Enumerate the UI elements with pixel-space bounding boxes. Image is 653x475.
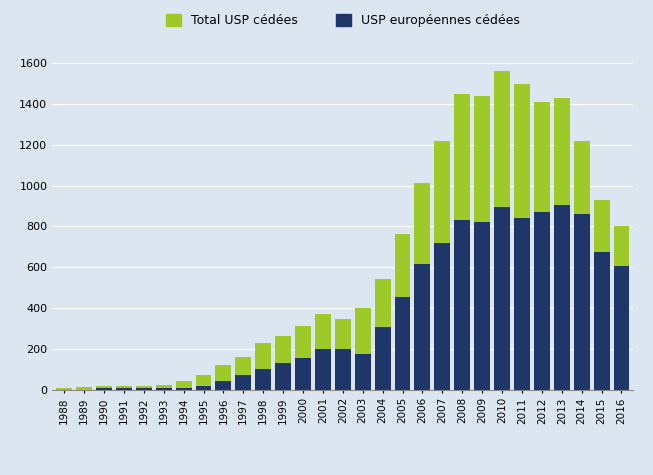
Bar: [255, 342, 271, 389]
Bar: [155, 385, 172, 390]
Bar: [375, 279, 390, 390]
Bar: [295, 326, 311, 390]
Bar: [355, 308, 371, 390]
Bar: [454, 94, 470, 390]
Bar: [235, 357, 251, 390]
Bar: [454, 220, 470, 390]
Bar: [574, 141, 590, 390]
Bar: [434, 243, 451, 390]
Bar: [494, 207, 510, 390]
Bar: [474, 222, 490, 390]
Bar: [594, 252, 609, 390]
Bar: [534, 102, 550, 390]
Bar: [534, 212, 550, 390]
Legend: Total USP cédées, USP européennes cédées: Total USP cédées, USP européennes cédées: [167, 14, 519, 28]
Bar: [434, 141, 451, 390]
Bar: [614, 226, 629, 390]
Bar: [195, 375, 212, 389]
Bar: [394, 297, 411, 390]
Bar: [235, 375, 251, 389]
Bar: [176, 381, 191, 389]
Bar: [394, 235, 411, 390]
Bar: [594, 200, 609, 390]
Bar: [275, 363, 291, 390]
Bar: [355, 354, 371, 390]
Bar: [315, 349, 331, 389]
Bar: [574, 214, 590, 390]
Bar: [514, 84, 530, 390]
Bar: [335, 319, 351, 390]
Bar: [315, 314, 331, 390]
Bar: [76, 388, 92, 389]
Bar: [614, 266, 629, 389]
Bar: [474, 96, 490, 389]
Bar: [96, 387, 112, 390]
Bar: [554, 98, 569, 390]
Bar: [335, 349, 351, 389]
Bar: [215, 365, 231, 390]
Bar: [554, 205, 569, 390]
Bar: [275, 336, 291, 389]
Bar: [415, 183, 430, 390]
Bar: [494, 71, 510, 389]
Bar: [514, 218, 530, 390]
Bar: [116, 387, 132, 390]
Bar: [255, 369, 271, 389]
Bar: [295, 358, 311, 390]
Bar: [195, 387, 212, 390]
Bar: [415, 264, 430, 390]
Bar: [215, 381, 231, 389]
Bar: [136, 387, 151, 390]
Bar: [375, 327, 390, 390]
